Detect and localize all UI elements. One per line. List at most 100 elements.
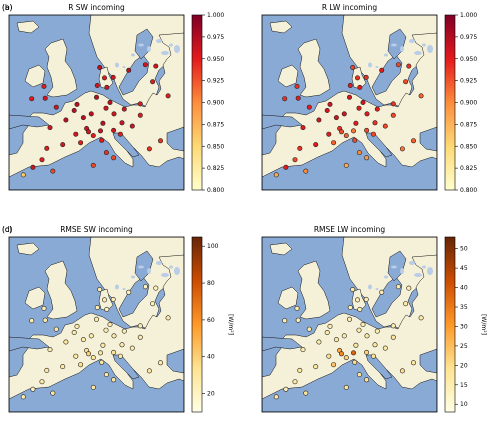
colorbar-gradient: [191, 236, 203, 413]
station-point: [295, 95, 301, 101]
station-point: [142, 284, 148, 290]
map: [8, 236, 185, 413]
station-point: [390, 112, 396, 118]
station-point: [20, 172, 26, 178]
panel-d: (d) RMSE LW incoming 50 45 40 35 30 25 20 15 10 [W/…: [2, 225, 487, 413]
station-point: [411, 138, 417, 144]
colorbar-gradient: [444, 14, 456, 191]
station-point: [372, 342, 378, 348]
colorbar-gradient: [191, 14, 203, 191]
station-point: [117, 131, 123, 137]
station-point: [30, 386, 36, 392]
station-point: [306, 104, 312, 110]
station-point: [111, 111, 117, 117]
station-point: [44, 367, 50, 373]
colorbar: 100 80 60 40 20 [W/m²]: [191, 236, 234, 413]
colorbar-tick-label: 35: [460, 304, 468, 311]
station-point: [153, 285, 159, 291]
station-point: [379, 67, 385, 73]
station-point: [297, 145, 303, 151]
station-point: [119, 120, 125, 126]
station-point: [111, 155, 117, 161]
map-frame: [261, 236, 438, 413]
station-point: [316, 117, 322, 123]
station-point: [100, 342, 106, 348]
station-point: [339, 351, 345, 357]
station-point: [363, 296, 369, 302]
station-point: [110, 296, 116, 302]
colorbar-tick-label: 60: [207, 317, 215, 324]
station-point: [137, 112, 143, 118]
station-point: [86, 129, 92, 135]
station-point: [390, 323, 396, 329]
panel-c: (c) RMSE SW incoming 100 80 60 40 20 [W/m²]: [2, 225, 234, 413]
station-point: [41, 83, 47, 89]
station-point: [390, 101, 396, 107]
station-point: [343, 162, 349, 168]
station-point: [103, 105, 109, 111]
station-point: [47, 125, 53, 131]
station-point: [78, 362, 84, 368]
station-point: [303, 390, 309, 396]
station-point: [88, 111, 94, 117]
station-point: [352, 359, 358, 365]
station-point: [142, 62, 148, 68]
station-point: [292, 379, 298, 385]
panel-b: (b) R LW incoming 1.000 0.975 0.950 0.925 0.90…: [2, 3, 477, 194]
station-point: [364, 349, 370, 355]
colorbar-tick-label: 0.950: [207, 56, 224, 63]
station-point: [350, 64, 356, 70]
station-point: [94, 305, 100, 311]
station-point: [343, 384, 349, 390]
station-point: [399, 146, 405, 152]
colorbar-unit-label: [W/m²]: [480, 314, 487, 335]
station-point: [121, 328, 127, 334]
panel-a: (a) R SW incoming 1.000 0.975 0.950 0.925 0.90…: [2, 3, 224, 194]
station-point: [360, 100, 366, 106]
station-point: [50, 168, 56, 174]
map: [261, 14, 438, 191]
station-point: [121, 106, 127, 112]
station-point: [158, 138, 164, 144]
station-point: [80, 115, 86, 121]
station-point: [98, 128, 104, 134]
colorbar-tick-label: 1.000: [207, 12, 224, 19]
station-point: [165, 315, 171, 321]
station-point: [103, 372, 109, 378]
station-point: [103, 327, 109, 333]
station-point: [418, 93, 424, 99]
station-point: [29, 318, 35, 324]
colorbar-tick-label: 15: [460, 382, 468, 389]
station-point: [73, 131, 79, 137]
station-point: [360, 322, 366, 328]
station-point: [63, 339, 69, 345]
station-point: [94, 316, 100, 322]
station-point: [165, 93, 171, 99]
station-point: [150, 301, 156, 307]
station-point: [357, 306, 363, 312]
station-point: [104, 84, 110, 90]
colorbar-tick-label: 0.975: [207, 34, 224, 41]
station-point: [411, 360, 417, 366]
station-point: [107, 322, 113, 328]
station-point: [282, 318, 288, 324]
station-point: [326, 131, 332, 137]
station-point: [339, 129, 345, 135]
station-point: [356, 105, 362, 111]
station-point: [356, 327, 362, 333]
station-point: [294, 305, 300, 311]
station-point: [306, 326, 312, 332]
station-point: [406, 285, 412, 291]
station-point: [347, 305, 353, 311]
station-point: [292, 157, 298, 163]
station-point: [333, 337, 339, 343]
station-point: [104, 306, 110, 312]
station-point: [294, 83, 300, 89]
station-point: [100, 120, 106, 126]
station-point: [324, 108, 330, 114]
station-point: [146, 146, 152, 152]
colorbar-tick-label: 25: [460, 343, 468, 350]
station-point: [341, 111, 347, 117]
station-point: [103, 150, 109, 156]
station-point: [146, 368, 152, 374]
